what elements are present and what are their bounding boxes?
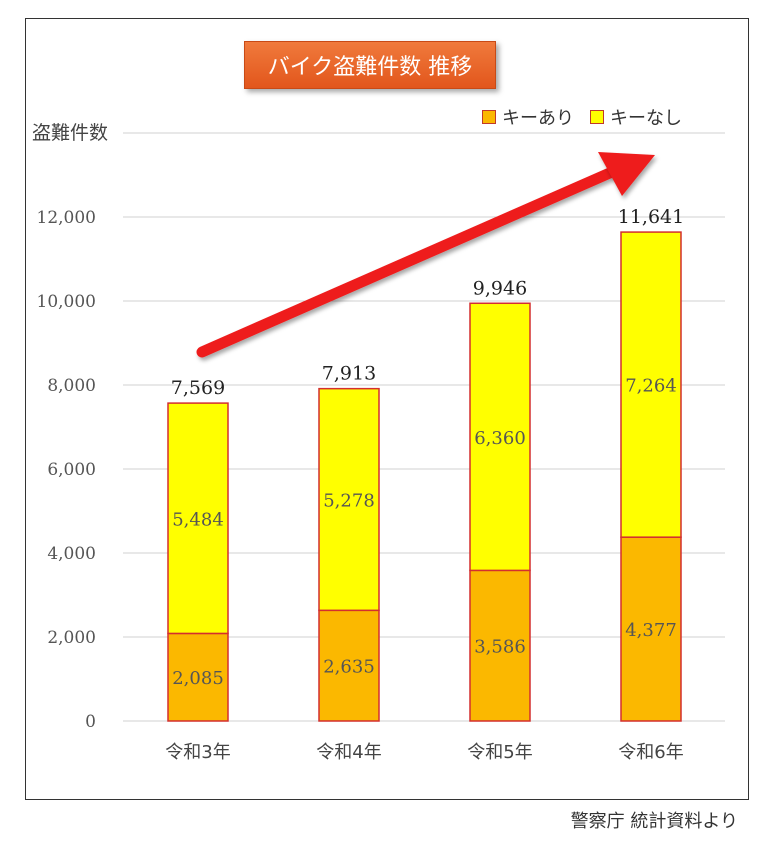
y-tick-label: 4,000 — [47, 544, 96, 564]
bar-segment-key-nashi — [167, 402, 229, 635]
x-tick-label: 令和6年 — [618, 742, 683, 763]
bar-segment-label: 6,360 — [474, 428, 526, 449]
y-axis-label: 盗難件数 — [32, 122, 109, 144]
bar-segment-label: 4,377 — [625, 620, 677, 641]
bar-segment-key-nashi — [469, 302, 531, 572]
legend-label-key-ari: キーあり — [502, 108, 574, 129]
y-tick-label: 8,000 — [47, 376, 96, 396]
bar-segment-label: 2,635 — [323, 657, 375, 678]
trend-arrow-head — [598, 152, 655, 196]
y-tick-label: 0 — [85, 712, 96, 732]
bar-total-label: 7,913 — [322, 363, 376, 385]
bar-segment-label: 7,264 — [625, 376, 677, 397]
bar-total-label: 7,569 — [171, 377, 225, 399]
bar-segment-key-ari — [167, 632, 229, 722]
trend-arrow-shaft — [196, 166, 618, 358]
x-tick-label: 令和4年 — [316, 742, 381, 763]
bar-segment-label: 5,278 — [323, 490, 375, 511]
legend-swatch-key-ari — [482, 110, 496, 124]
y-tick-label: 10,000 — [37, 292, 96, 312]
bar-segment-key-nashi — [620, 231, 682, 538]
chart-title: バイク盗難件数 推移 — [267, 55, 473, 80]
bar-segment-label: 5,484 — [172, 509, 224, 530]
y-tick-label: 2,000 — [47, 628, 96, 648]
x-tick-label: 令和3年 — [165, 742, 230, 763]
bar-segment-label: 3,586 — [474, 637, 526, 658]
bar-segment-label: 2,085 — [172, 668, 224, 689]
y-tick-label: 6,000 — [47, 460, 96, 480]
legend-item-key-nashi: キーなし — [590, 104, 682, 130]
source-note: 警察庁 統計資料より — [570, 811, 738, 832]
bar-segment-key-nashi — [318, 387, 380, 612]
legend-label-key-nashi: キーなし — [610, 108, 682, 129]
legend: キーあり キーなし — [482, 104, 682, 130]
legend-item-key-ari: キーあり — [482, 104, 574, 130]
bar-total-label: 9,946 — [473, 277, 527, 299]
bar-segment-key-ari — [318, 609, 380, 722]
x-tick-label: 令和5年 — [467, 742, 532, 763]
legend-swatch-key-nashi — [590, 110, 604, 124]
y-tick-label: 12,000 — [37, 208, 96, 228]
bar-segment-key-ari — [469, 569, 531, 722]
bar-total-label: 11,641 — [618, 206, 684, 228]
chart-title-box: バイク盗難件数 推移 — [244, 41, 496, 89]
